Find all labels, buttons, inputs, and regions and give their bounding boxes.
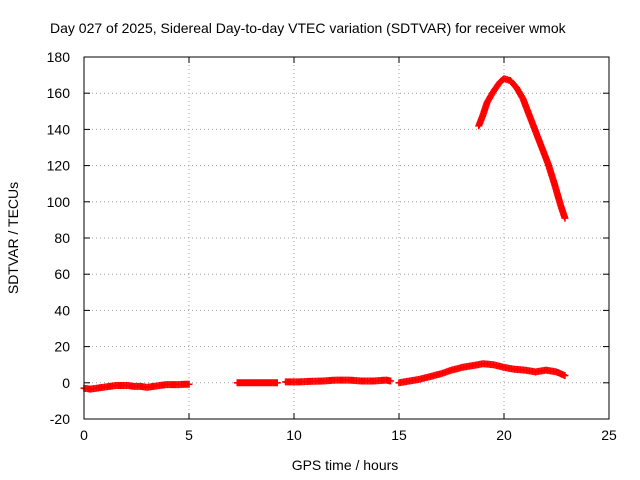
y-tick-label: 0 xyxy=(62,375,70,391)
chart-title: Day 027 of 2025, Sidereal Day-to-day VTE… xyxy=(50,20,567,36)
x-tick-label: 25 xyxy=(601,427,617,443)
data-point xyxy=(185,380,193,388)
x-tick-label: 15 xyxy=(391,427,407,443)
data-point xyxy=(273,379,281,387)
y-tick-label: 160 xyxy=(47,85,71,101)
y-tick-label: 20 xyxy=(54,339,70,355)
x-tick-label: 20 xyxy=(496,427,512,443)
grid xyxy=(84,57,609,419)
x-tick-label: 10 xyxy=(286,427,302,443)
y-tick-label: 100 xyxy=(47,194,71,210)
y-axis-label: SDTVAR / TECUs xyxy=(5,182,21,294)
y-tick-label: 40 xyxy=(54,302,70,318)
data-point xyxy=(561,372,569,380)
y-tick-label: 120 xyxy=(47,158,71,174)
series-layer xyxy=(80,75,569,393)
x-tick-label: 0 xyxy=(80,427,88,443)
data-point xyxy=(387,377,395,385)
series-baseline xyxy=(80,360,569,393)
ticks: 0 5 10 15 20 25 -20 0 20 40 60 80 100 120 140 160 180 xyxy=(47,49,617,443)
y-tick-label: 80 xyxy=(54,230,70,246)
y-tick-label: -20 xyxy=(50,411,70,427)
x-tick-label: 5 xyxy=(185,427,193,443)
y-tick-label: 180 xyxy=(47,49,71,65)
x-axis-label: GPS time / hours xyxy=(292,457,399,473)
y-tick-label: 140 xyxy=(47,121,71,137)
y-tick-label: 60 xyxy=(54,266,70,282)
series-peak xyxy=(475,75,569,222)
data-point xyxy=(561,214,569,222)
